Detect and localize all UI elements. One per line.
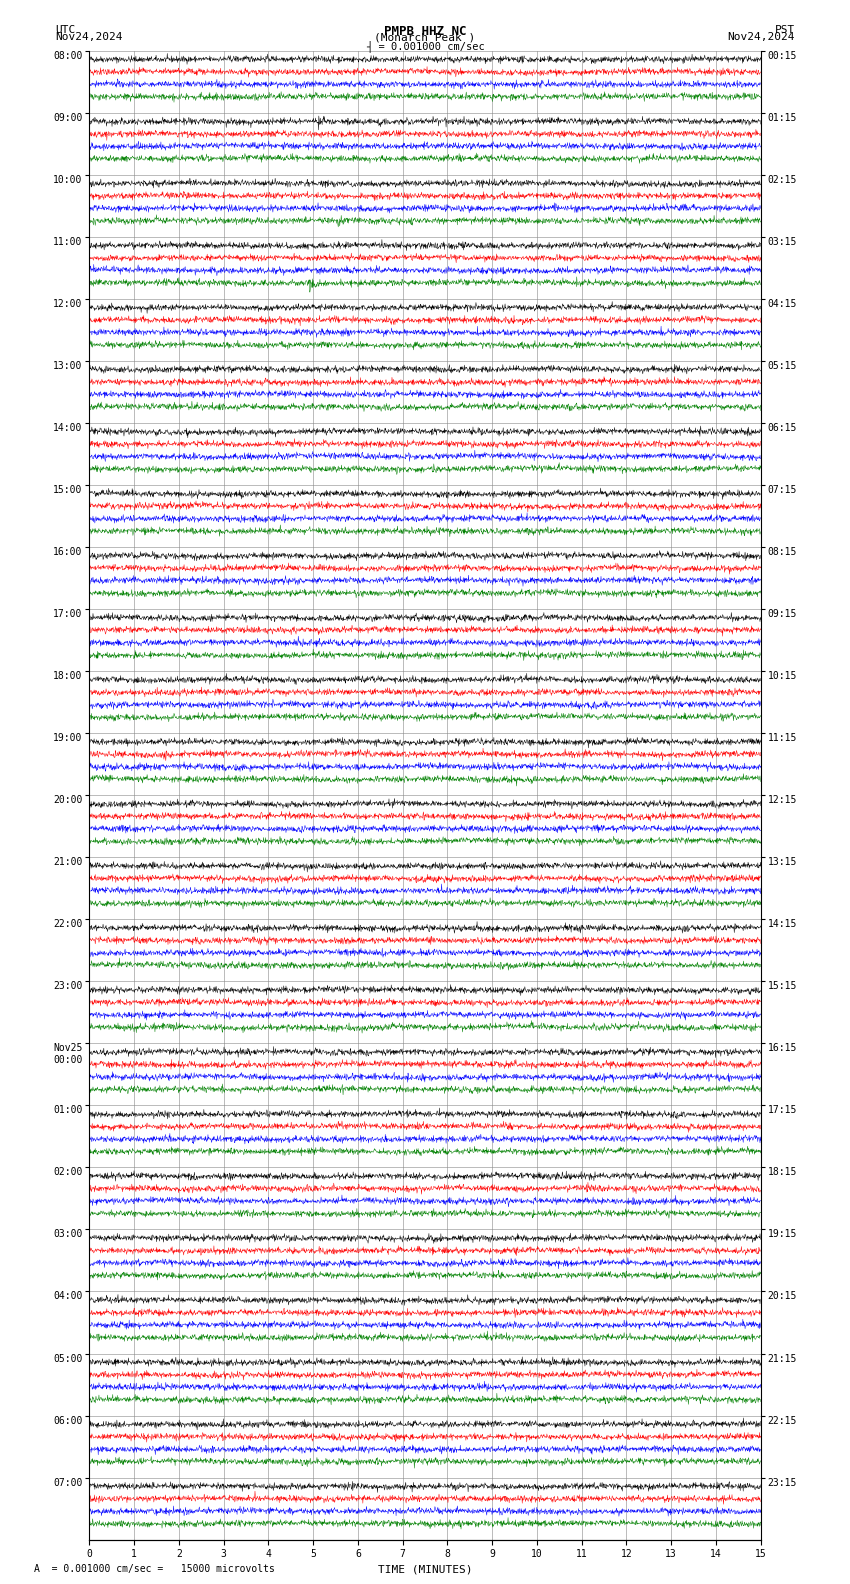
Text: (Monarch Peak ): (Monarch Peak ) [374, 32, 476, 43]
Text: Nov24,2024: Nov24,2024 [728, 32, 795, 43]
X-axis label: TIME (MINUTES): TIME (MINUTES) [377, 1565, 473, 1574]
Text: PST: PST [774, 24, 795, 35]
Text: PMPB HHZ NC: PMPB HHZ NC [383, 24, 467, 38]
Text: A  = 0.001000 cm/sec =   15000 microvolts: A = 0.001000 cm/sec = 15000 microvolts [34, 1565, 275, 1574]
Text: ┤ = 0.001000 cm/sec: ┤ = 0.001000 cm/sec [366, 40, 484, 52]
Text: UTC: UTC [55, 24, 76, 35]
Text: Nov24,2024: Nov24,2024 [55, 32, 122, 43]
